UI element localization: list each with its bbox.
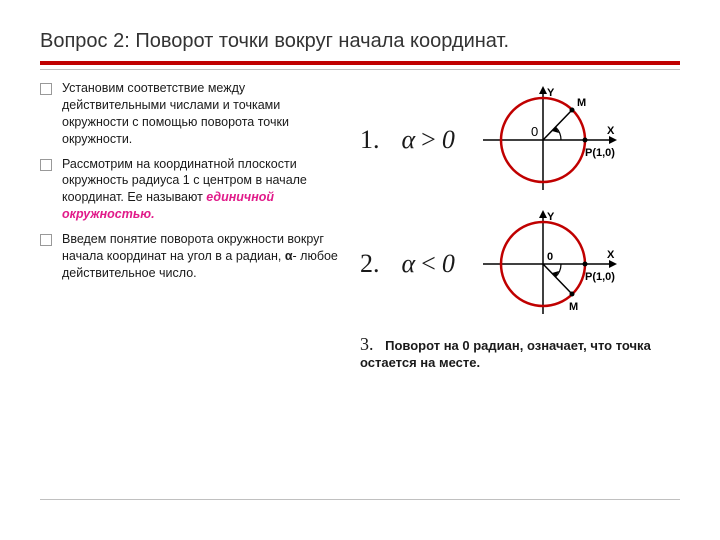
formula-var: α [402,249,416,278]
note-number: 3. [360,334,374,354]
unit-circle-diagram-positive: Y X 0 M P(1,0) [473,80,623,200]
formula-var: α [402,125,416,154]
figure-row-1: 1. α>0 Y X 0 M [360,80,680,200]
axis-y-label: Y [547,87,555,99]
bottom-rule [40,499,680,500]
list-item: Рассмотрим на координатной плоскости окр… [40,156,340,224]
axis-x-label: X [607,125,615,137]
figure-number: 2. [360,249,380,279]
bullet-icon [40,159,52,171]
content-area: Установим соответствие между действитель… [40,80,680,370]
point-m-label: M [569,301,578,313]
figures-column: 1. α>0 Y X 0 M [360,80,680,370]
formula-op: > [421,125,436,154]
bullet-text: Установим соответствие между действитель… [62,80,340,148]
point-p-label: P(1,0) [585,271,615,283]
axis-y-label: Y [547,211,555,223]
point-m-label: M [577,97,586,109]
alpha-bold: α [285,249,293,263]
origin-label: 0 [547,251,553,263]
formula-op: < [421,249,436,278]
note-text: Поворот на 0 радиан, означает, что точка… [360,338,651,370]
list-item: Установим соответствие между действитель… [40,80,340,148]
subtitle-rule [40,69,680,70]
bullet-icon [40,83,52,95]
formula-val: 0 [442,249,455,278]
origin-label: 0 [531,124,538,139]
formula: α<0 [402,249,455,279]
unit-circle-diagram-negative: Y X 0 M P(1,0) [473,204,623,324]
bullet-text: Рассмотрим на координатной плоскости окр… [62,156,340,224]
bullet-list: Установим соответствие между действитель… [40,80,340,370]
figure-row-2: 2. α<0 Y X 0 M [360,204,680,324]
point-p-label: P(1,0) [585,147,615,159]
formula-val: 0 [442,125,455,154]
title-rule [40,61,680,65]
bullet-text: Введем понятие поворота окружности вокру… [62,231,340,282]
note-line: 3. Поворот на 0 радиан, означает, что то… [360,334,680,370]
bullet-icon [40,234,52,246]
axis-x-label: X [607,249,615,261]
list-item: Введем понятие поворота окружности вокру… [40,231,340,282]
page-title: Вопрос 2: Поворот точки вокруг начала ко… [40,30,680,53]
figure-number: 1. [360,125,380,155]
formula: α>0 [402,125,455,155]
